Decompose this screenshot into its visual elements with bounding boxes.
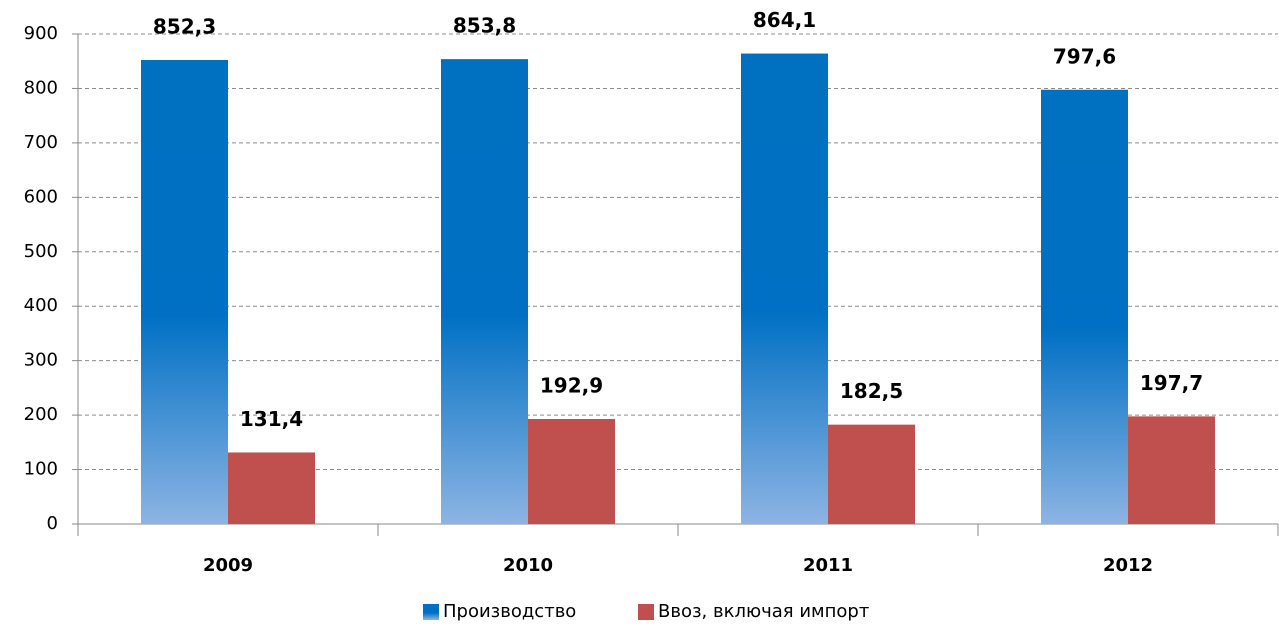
y-tick-label: 500	[24, 241, 58, 262]
value-label: 197,7	[1140, 371, 1203, 395]
bar	[228, 452, 315, 524]
y-tick-label: 800	[24, 77, 58, 98]
y-tick-label: 100	[24, 459, 58, 480]
legend-swatch	[423, 604, 439, 620]
y-tick-label: 300	[24, 350, 58, 371]
bar	[528, 418, 615, 524]
x-tick-label: 2012	[1103, 555, 1153, 576]
x-tick-label: 2010	[503, 555, 553, 576]
bar	[741, 53, 828, 524]
value-label: 182,5	[840, 379, 903, 403]
value-label: 853,8	[453, 14, 516, 38]
x-tick-label: 2011	[803, 555, 853, 576]
y-tick-label: 600	[24, 186, 58, 207]
value-label: 852,3	[153, 14, 216, 38]
bar	[441, 59, 528, 525]
x-tick-label: 2009	[203, 555, 253, 576]
bar	[1041, 89, 1128, 525]
value-label: 797,6	[1053, 44, 1116, 68]
y-tick-label: 200	[24, 404, 58, 425]
legend-label: Производство	[443, 601, 576, 622]
bar	[141, 59, 228, 524]
bar	[1128, 416, 1215, 524]
value-label: 864,1	[753, 8, 816, 32]
y-tick-label: 700	[24, 132, 58, 153]
y-tick-label: 900	[24, 23, 58, 44]
y-tick-label: 0	[47, 513, 58, 534]
y-tick-label: 400	[24, 295, 58, 316]
value-label: 131,4	[240, 407, 303, 431]
legend-swatch	[638, 604, 654, 620]
bar	[828, 424, 915, 524]
value-label: 192,9	[540, 373, 603, 397]
legend-label: Ввоз, включая импорт	[658, 601, 869, 622]
